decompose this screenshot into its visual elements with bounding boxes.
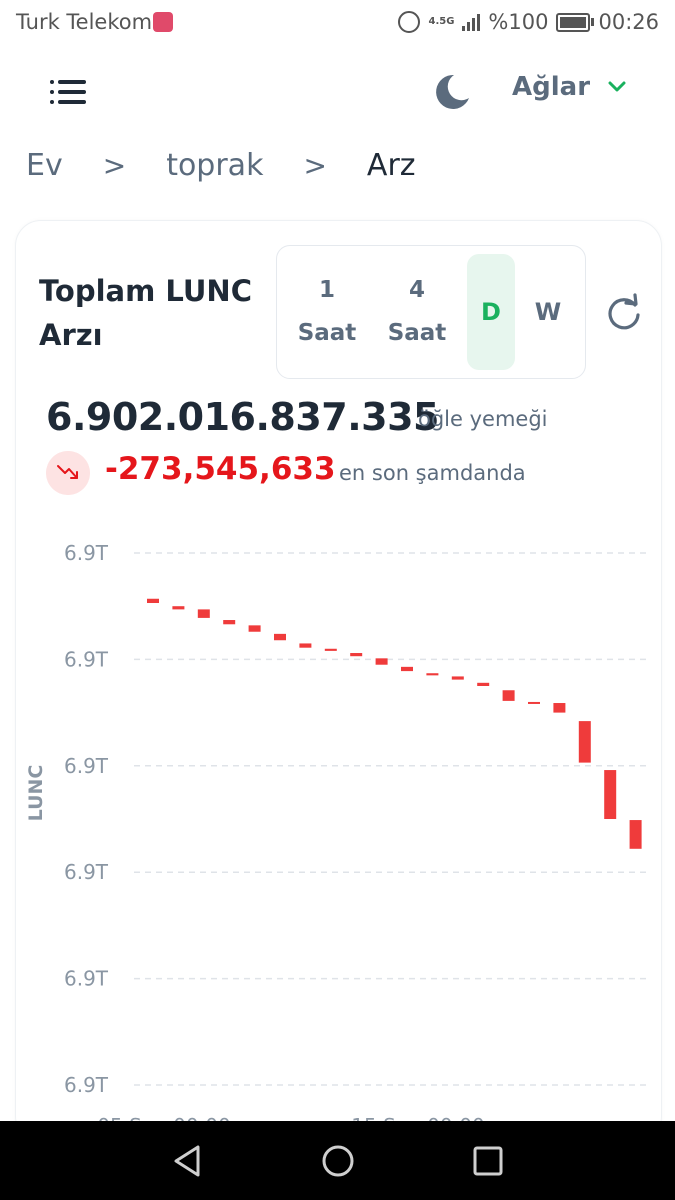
card-title: Toplam LUNC Arzı	[39, 274, 252, 352]
breadcrumb-terra[interactable]: toprak	[166, 148, 264, 183]
candle	[248, 625, 261, 632]
alarm-icon	[398, 11, 421, 33]
candle	[477, 682, 490, 686]
candle	[324, 648, 337, 651]
interval-selector: 1 Saat 4 Saat D W	[276, 245, 586, 379]
breadcrumb-separator: >	[102, 149, 127, 182]
candle	[451, 676, 464, 680]
moon-icon[interactable]	[430, 70, 474, 114]
breadcrumb-current: Arz	[366, 148, 416, 183]
candle	[553, 703, 566, 713]
candle	[147, 598, 159, 604]
status-icons: 4.5G %100 00:26	[398, 10, 659, 34]
supply-unit-label: öğle yemeği	[418, 407, 548, 431]
candle	[528, 701, 540, 704]
recents-icon[interactable]	[468, 1141, 508, 1181]
app-header: Ağlar	[0, 48, 675, 138]
huawei-icon	[153, 12, 173, 32]
android-nav-bar	[0, 1121, 675, 1200]
breadcrumb: Ev > toprak > Arz	[26, 148, 416, 183]
networks-dropdown[interactable]: Ağlar	[512, 72, 626, 102]
interval-1h-unit: Saat	[297, 320, 357, 346]
y-tick-label: 6.9T	[64, 754, 109, 778]
status-bar: Turk Telekom 4.5G %100 00:26	[0, 0, 675, 48]
home-icon[interactable]	[318, 1141, 358, 1181]
interval-1h-number: 1	[318, 277, 335, 303]
candle	[502, 690, 515, 701]
y-tick-label: 6.9T	[64, 1073, 109, 1097]
battery-text: %100	[488, 10, 549, 34]
clock: 00:26	[598, 10, 659, 34]
interval-4h-button[interactable]: 4 Saat	[379, 254, 455, 370]
candle	[223, 620, 236, 625]
candle	[172, 606, 185, 610]
candle	[629, 820, 642, 849]
y-axis-label: LUNC	[25, 765, 47, 822]
y-tick-label: 6.9T	[64, 967, 109, 991]
battery-icon	[556, 12, 595, 32]
candle	[274, 633, 286, 641]
breadcrumb-separator: >	[303, 149, 327, 182]
interval-4h-unit: Saat	[387, 320, 447, 346]
supply-chart: 6.9T6.9T6.9T6.9T6.9T6.9TLUNC05 Sep 00:00…	[16, 521, 661, 1141]
refresh-icon[interactable]	[604, 293, 644, 333]
signal-icon	[462, 13, 481, 31]
back-icon[interactable]	[168, 1141, 208, 1181]
candle	[604, 770, 617, 819]
interval-day-button[interactable]: D	[467, 254, 515, 370]
total-supply-value: 6.902.016.837.335	[46, 395, 439, 439]
chevron-down-icon	[608, 81, 626, 92]
interval-4h-number: 4	[408, 277, 425, 303]
candle	[401, 666, 413, 672]
supply-change-label: en son şamdanda	[339, 461, 526, 485]
carrier-label: Turk Telekom	[16, 10, 153, 34]
supply-card: Toplam LUNC Arzı 1 Saat 4 Saat D W 6.902.0…	[15, 220, 662, 1142]
y-tick-label: 6.9T	[64, 541, 109, 565]
interval-1h-button[interactable]: 1 Saat	[289, 254, 365, 370]
candle	[578, 721, 591, 763]
supply-change-value: -273,545,633	[105, 451, 336, 487]
trend-down-icon	[46, 451, 90, 495]
network-type-label: 4.5G	[428, 16, 455, 27]
candlestick-chart: 6.9T6.9T6.9T6.9T6.9T6.9TLUNC05 Sep 00:00…	[25, 541, 648, 1138]
y-tick-label: 6.9T	[64, 860, 109, 884]
candle	[426, 673, 439, 676]
candle	[350, 653, 363, 657]
candle	[197, 609, 210, 618]
breadcrumb-home[interactable]: Ev	[26, 148, 63, 183]
candle	[375, 658, 388, 665]
menu-icon[interactable]	[50, 78, 86, 106]
candle	[299, 643, 312, 648]
y-tick-label: 6.9T	[64, 647, 109, 671]
interval-week-button[interactable]: W	[534, 297, 562, 326]
networks-label: Ağlar	[512, 72, 591, 102]
